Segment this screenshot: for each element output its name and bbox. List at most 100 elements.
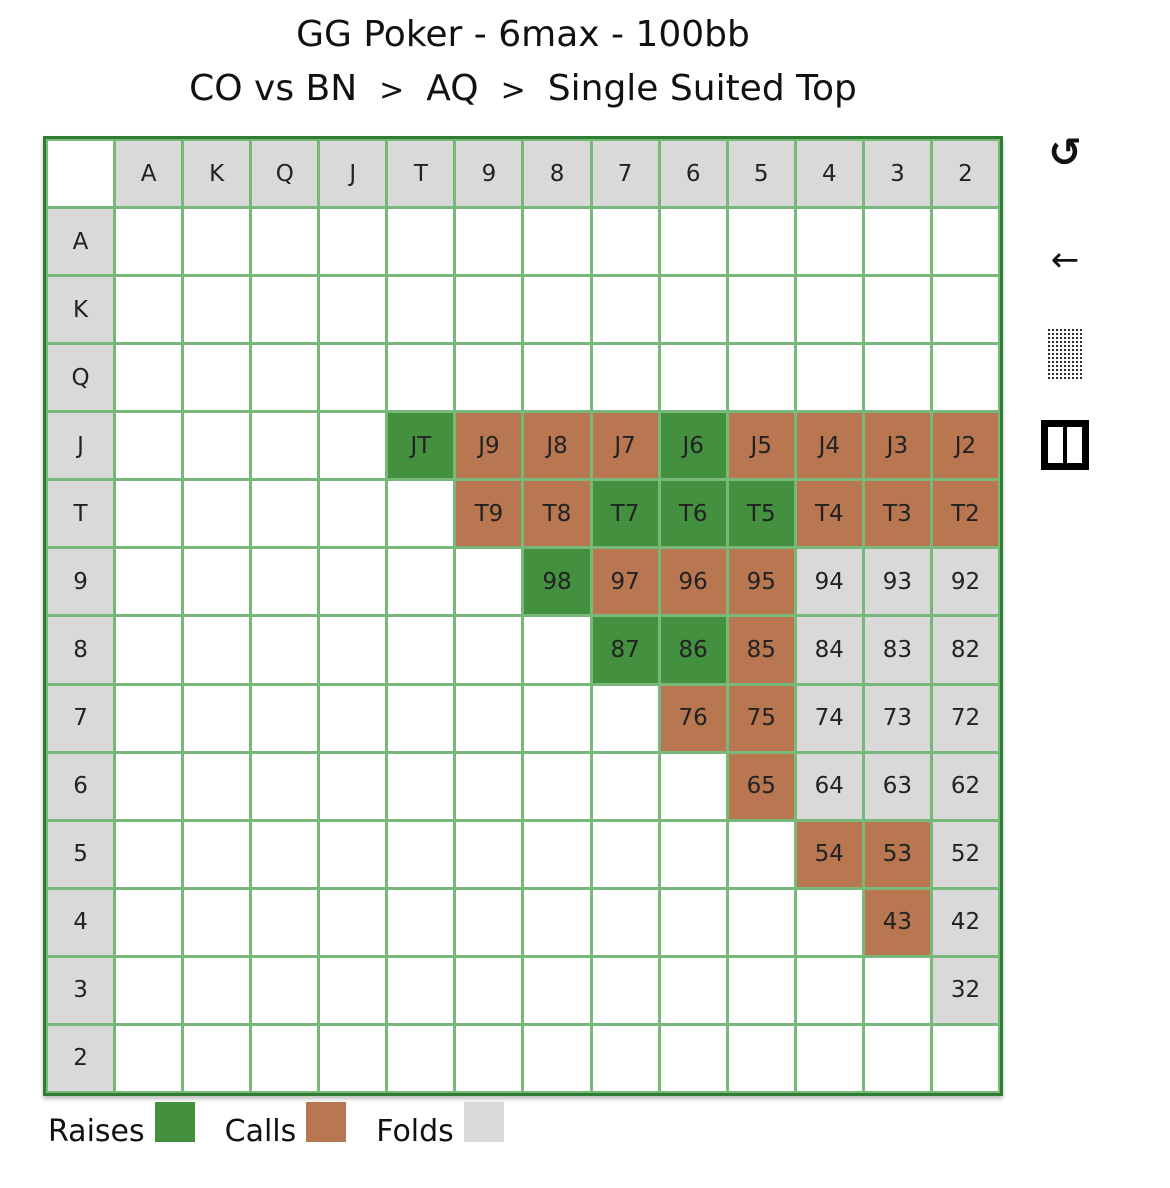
hand-cell xyxy=(184,413,250,479)
hand-cell[interactable]: J6 xyxy=(660,413,726,479)
hand-cell[interactable]: T7 xyxy=(592,481,658,547)
hand-cell[interactable]: J9 xyxy=(456,413,522,479)
hand-cell[interactable]: 83 xyxy=(864,617,930,683)
hand-cell xyxy=(116,277,182,343)
hand-cell xyxy=(660,277,726,343)
hand-cell[interactable]: 75 xyxy=(728,685,794,751)
hand-cell[interactable]: 64 xyxy=(796,753,862,819)
hand-cell[interactable]: T2 xyxy=(932,481,998,547)
hand-cell[interactable]: 84 xyxy=(796,617,862,683)
hand-cell[interactable]: 32 xyxy=(932,957,998,1023)
hand-cell[interactable]: J3 xyxy=(864,413,930,479)
hand-cell[interactable]: JT xyxy=(388,413,454,479)
hand-cell[interactable]: 74 xyxy=(796,685,862,751)
row-header: 9 xyxy=(48,549,114,615)
hand-cell[interactable]: 43 xyxy=(864,889,930,955)
column-header: 5 xyxy=(728,141,794,207)
hand-cell[interactable]: T3 xyxy=(864,481,930,547)
hand-cell[interactable]: 98 xyxy=(524,549,590,615)
split-view-icon[interactable] xyxy=(1041,420,1089,470)
hand-cell[interactable]: 95 xyxy=(728,549,794,615)
page-title: GG Poker - 6max - 100bb xyxy=(296,14,750,55)
hand-cell xyxy=(184,549,250,615)
hand-cell[interactable]: T8 xyxy=(524,481,590,547)
legend-label: Calls xyxy=(224,1114,297,1149)
hand-cell[interactable]: 92 xyxy=(932,549,998,615)
hand-cell[interactable]: 52 xyxy=(932,821,998,887)
column-header: T xyxy=(388,141,454,207)
reset-icon[interactable]: ↺ xyxy=(1048,130,1082,176)
row-header: 8 xyxy=(48,617,114,683)
hand-cell[interactable]: 82 xyxy=(932,617,998,683)
back-arrow-icon[interactable]: ← xyxy=(1050,240,1080,280)
hand-cell[interactable]: T6 xyxy=(660,481,726,547)
legend-folds: Folds xyxy=(376,1102,504,1148)
hand-cell[interactable]: 97 xyxy=(592,549,658,615)
pattern-icon[interactable] xyxy=(1047,328,1083,380)
hand-cell[interactable]: T5 xyxy=(728,481,794,547)
hand-cell xyxy=(728,209,794,275)
hand-cell xyxy=(184,481,250,547)
hand-cell xyxy=(320,821,386,887)
hand-cell xyxy=(728,277,794,343)
hand-cell xyxy=(660,957,726,1023)
hand-cell[interactable]: T4 xyxy=(796,481,862,547)
hand-cell xyxy=(728,889,794,955)
hand-cell[interactable]: 42 xyxy=(932,889,998,955)
hand-cell xyxy=(660,1025,726,1091)
hand-cell[interactable]: J2 xyxy=(932,413,998,479)
row-header: J xyxy=(48,413,114,479)
hand-cell xyxy=(320,481,386,547)
hand-cell[interactable]: 94 xyxy=(796,549,862,615)
hand-cell[interactable]: 53 xyxy=(864,821,930,887)
hand-cell[interactable]: T9 xyxy=(456,481,522,547)
hand-cell[interactable]: J8 xyxy=(524,413,590,479)
hand-cell xyxy=(524,345,590,411)
hand-cell[interactable]: 54 xyxy=(796,821,862,887)
hand-cell xyxy=(320,889,386,955)
column-header: 6 xyxy=(660,141,726,207)
hand-cell[interactable]: 65 xyxy=(728,753,794,819)
hand-cell[interactable]: 63 xyxy=(864,753,930,819)
row-header: A xyxy=(48,209,114,275)
hand-cell[interactable]: 76 xyxy=(660,685,726,751)
hand-cell xyxy=(592,345,658,411)
breadcrumb-item[interactable]: AQ xyxy=(426,68,479,109)
legend-label: Folds xyxy=(376,1114,454,1149)
hand-cell xyxy=(320,277,386,343)
hand-cell xyxy=(388,821,454,887)
hand-cell xyxy=(252,549,318,615)
hand-cell[interactable]: J4 xyxy=(796,413,862,479)
hand-cell xyxy=(660,209,726,275)
hand-cell[interactable]: 72 xyxy=(932,685,998,751)
hand-cell xyxy=(796,957,862,1023)
hand-cell xyxy=(524,277,590,343)
hand-cell xyxy=(252,1025,318,1091)
hand-cell xyxy=(184,209,250,275)
hand-cell[interactable]: 96 xyxy=(660,549,726,615)
hand-cell xyxy=(252,889,318,955)
hand-cell xyxy=(456,753,522,819)
hand-cell xyxy=(524,685,590,751)
hand-cell xyxy=(184,617,250,683)
hand-cell[interactable]: 93 xyxy=(864,549,930,615)
legend-swatch-raise xyxy=(154,1102,195,1142)
hand-cell[interactable]: J5 xyxy=(728,413,794,479)
hand-cell[interactable]: J7 xyxy=(592,413,658,479)
legend-calls: Calls xyxy=(225,1102,347,1148)
hand-cell[interactable]: 86 xyxy=(660,617,726,683)
hand-cell[interactable]: 87 xyxy=(592,617,658,683)
breadcrumb-item: Single Suited Top xyxy=(547,68,857,109)
hand-cell xyxy=(184,345,250,411)
hand-cell xyxy=(456,345,522,411)
hand-cell[interactable]: 73 xyxy=(864,685,930,751)
hand-cell xyxy=(116,345,182,411)
hand-cell[interactable]: 62 xyxy=(932,753,998,819)
row-header: 7 xyxy=(48,685,114,751)
breadcrumb-item[interactable]: CO vs BN xyxy=(189,68,358,109)
hand-cell[interactable]: 85 xyxy=(728,617,794,683)
hand-cell xyxy=(456,617,522,683)
hand-cell xyxy=(456,549,522,615)
hand-cell xyxy=(252,821,318,887)
hand-cell xyxy=(456,889,522,955)
